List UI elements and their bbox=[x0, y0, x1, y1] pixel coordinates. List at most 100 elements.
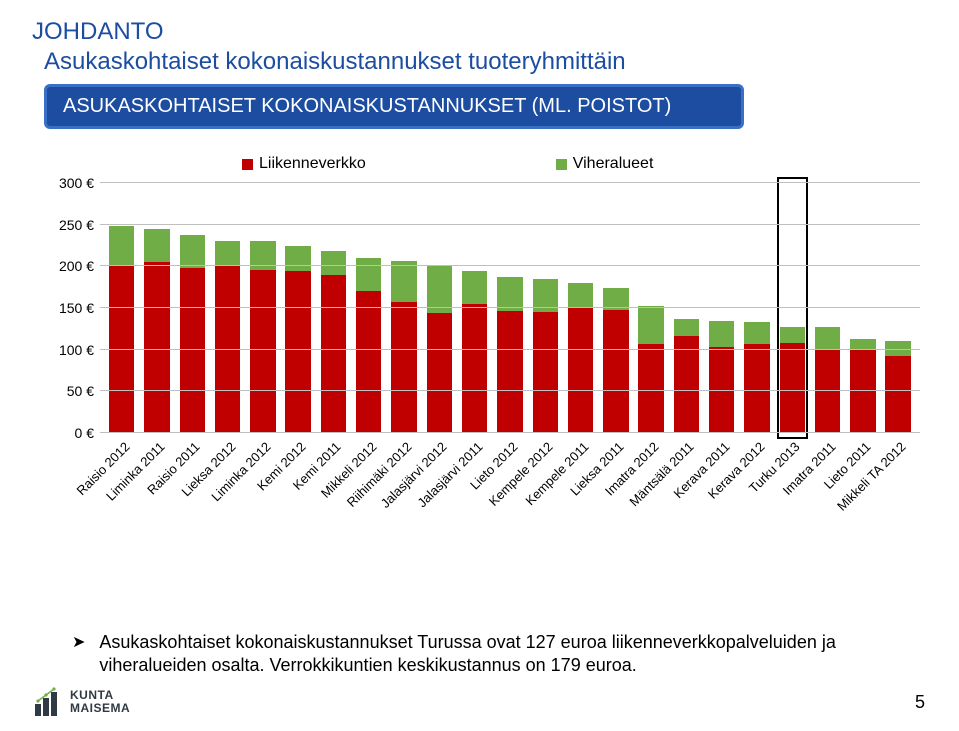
bar-segment-a bbox=[356, 291, 381, 433]
bar bbox=[285, 246, 310, 434]
bar-segment-b bbox=[144, 229, 169, 262]
brand-logo-text: KUNTA MAISEMA bbox=[70, 689, 130, 714]
bar-slot bbox=[139, 183, 174, 433]
bar-segment-b bbox=[709, 321, 734, 348]
bar bbox=[321, 251, 346, 433]
bar bbox=[850, 339, 875, 433]
gridline: 50 € bbox=[100, 390, 920, 391]
highlight-box bbox=[777, 177, 809, 439]
bar-slot bbox=[810, 183, 845, 433]
bar-segment-b bbox=[215, 241, 240, 266]
bar-segment-a bbox=[885, 356, 910, 434]
bar-segment-a bbox=[603, 310, 628, 433]
bar-segment-b bbox=[285, 246, 310, 271]
y-tick-label: 250 € bbox=[59, 217, 100, 233]
bar-slot bbox=[280, 183, 315, 433]
page-number: 5 bbox=[915, 692, 925, 713]
bar-slot bbox=[881, 183, 916, 433]
bar-segment-a bbox=[427, 313, 452, 433]
bar-slot bbox=[598, 183, 633, 433]
bar-slot bbox=[386, 183, 421, 433]
bar-slot bbox=[563, 183, 598, 433]
bar-segment-b bbox=[462, 271, 487, 304]
bar-segment-a bbox=[109, 266, 134, 433]
gridline: 300 € bbox=[100, 182, 920, 183]
gridline: 0 € bbox=[100, 432, 920, 433]
bar-slot bbox=[492, 183, 527, 433]
bar-segment-a bbox=[744, 344, 769, 433]
y-tick-label: 150 € bbox=[59, 300, 100, 316]
bar-segment-a bbox=[321, 275, 346, 433]
y-tick-label: 100 € bbox=[59, 342, 100, 358]
legend-swatch-a bbox=[242, 159, 253, 170]
bullet-arrow-icon: ➤ bbox=[72, 631, 85, 678]
bar bbox=[144, 229, 169, 433]
bar-segment-a bbox=[215, 266, 240, 433]
bar-segment-b bbox=[391, 261, 416, 303]
bar-segment-b bbox=[497, 277, 522, 310]
y-tick-label: 0 € bbox=[75, 425, 100, 441]
bar-slot bbox=[739, 183, 774, 433]
brand-logo: KUNTA MAISEMA bbox=[34, 687, 130, 717]
brand-logo-line2: MAISEMA bbox=[70, 702, 130, 715]
bar-chart: Liikenneverkko Viheralueet 0 €50 €100 €1… bbox=[52, 159, 932, 539]
gridline: 250 € bbox=[100, 224, 920, 225]
bar-segment-a bbox=[180, 268, 205, 433]
brand-logo-icon bbox=[34, 687, 64, 717]
bar-segment-a bbox=[568, 308, 593, 433]
bar-segment-b bbox=[744, 322, 769, 344]
legend-swatch-b bbox=[556, 159, 567, 170]
bar bbox=[638, 306, 663, 433]
bar-segment-a bbox=[144, 262, 169, 433]
gridline: 100 € bbox=[100, 349, 920, 350]
y-tick-label: 200 € bbox=[59, 258, 100, 274]
bar-slot bbox=[210, 183, 245, 433]
y-tick-label: 300 € bbox=[59, 175, 100, 191]
bar-segment-b bbox=[109, 226, 134, 266]
bar bbox=[815, 327, 840, 433]
bar-segment-b bbox=[638, 306, 663, 344]
x-labels: Raisio 2012Liminka 2011Raisio 2011Lieksa… bbox=[100, 435, 920, 535]
bar-slot bbox=[316, 183, 351, 433]
bar-segment-b bbox=[321, 251, 346, 275]
summary-bullet: ➤ Asukaskohtaiset kokonaiskustannukset T… bbox=[72, 631, 892, 678]
legend-label-b: Viheralueet bbox=[573, 155, 654, 173]
bar-segment-a bbox=[533, 312, 558, 433]
bar bbox=[462, 271, 487, 433]
bar-segment-a bbox=[497, 311, 522, 434]
bar-slot bbox=[633, 183, 668, 433]
bar bbox=[709, 321, 734, 433]
gridline: 200 € bbox=[100, 265, 920, 266]
bar-segment-b bbox=[356, 258, 381, 291]
heading-1: JOHDANTO bbox=[32, 18, 927, 46]
gridline: 150 € bbox=[100, 307, 920, 308]
bar-segment-a bbox=[638, 344, 663, 433]
bar-slot bbox=[845, 183, 880, 433]
bar bbox=[885, 341, 910, 433]
bar-slot bbox=[422, 183, 457, 433]
bar bbox=[356, 258, 381, 433]
bar-slot bbox=[351, 183, 386, 433]
bar bbox=[568, 283, 593, 433]
bar bbox=[603, 288, 628, 433]
plot-area: 0 € 50 € 100 € 150 € 200 € 250 € 300 € bbox=[100, 183, 920, 433]
legend: Liikenneverkko Viheralueet bbox=[242, 155, 653, 173]
bar bbox=[250, 241, 275, 433]
bar-slot bbox=[104, 183, 139, 433]
bar bbox=[533, 279, 558, 433]
bar bbox=[674, 319, 699, 433]
bar-segment-b bbox=[180, 235, 205, 268]
bar-segment-b bbox=[568, 283, 593, 308]
y-tick-label: 50 € bbox=[67, 383, 100, 399]
bar-segment-a bbox=[462, 304, 487, 433]
bar-segment-a bbox=[250, 270, 275, 433]
summary-text: Asukaskohtaiset kokonaiskustannukset Tur… bbox=[99, 631, 892, 678]
bar bbox=[215, 241, 240, 433]
bar-segment-b bbox=[815, 327, 840, 350]
bar-segment-a bbox=[285, 271, 310, 434]
legend-item-a: Liikenneverkko bbox=[242, 155, 366, 173]
bar bbox=[109, 226, 134, 433]
chart-title-bar: ASUKASKOHTAISET KOKONAISKUSTANNUKSET (ML… bbox=[44, 84, 744, 129]
bar-slot bbox=[175, 183, 210, 433]
bar-segment-a bbox=[674, 336, 699, 434]
